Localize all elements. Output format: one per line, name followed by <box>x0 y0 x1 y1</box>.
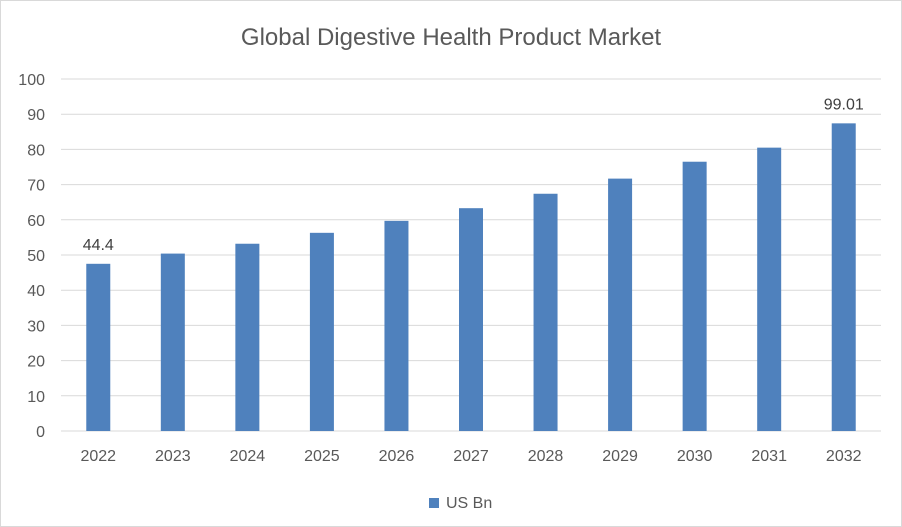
legend: US Bn <box>429 495 492 512</box>
y-tick-label: 80 <box>27 142 45 159</box>
bar-2025 <box>309 232 334 431</box>
x-tick-label-2031: 2031 <box>751 448 787 465</box>
y-tick-label: 20 <box>27 354 45 371</box>
chart-title: Global Digestive Health Product Market <box>241 24 662 51</box>
legend-label-us-bn: US Bn <box>446 495 492 512</box>
bar-2027 <box>459 208 483 431</box>
y-tick-label: 60 <box>27 213 45 230</box>
y-tick-label: 70 <box>27 178 45 195</box>
data-label-2022: 44.4 <box>83 237 114 254</box>
y-axis-tick-labels: 0 10 20 30 40 50 60 70 80 90 100 <box>18 72 45 441</box>
y-tick-label: 100 <box>18 72 45 89</box>
x-tick-label-2027: 2027 <box>453 448 489 465</box>
x-tick-label-2026: 2026 <box>379 448 415 465</box>
bar-2029 <box>608 178 633 431</box>
data-labels: 44.4 99.01 <box>83 96 864 253</box>
bar-2022 <box>86 263 111 431</box>
bar-2028 <box>533 193 558 431</box>
data-label-2032: 99.01 <box>824 96 864 113</box>
x-tick-label-2032: 2032 <box>826 448 862 465</box>
y-tick-label: 90 <box>27 107 45 124</box>
x-tick-label-2030: 2030 <box>677 448 713 465</box>
x-tick-label-2023: 2023 <box>155 448 191 465</box>
x-tick-label-2028: 2028 <box>528 448 564 465</box>
bar-2031 <box>757 147 782 431</box>
x-tick-label-2025: 2025 <box>304 448 340 465</box>
x-tick-label-2029: 2029 <box>602 448 638 465</box>
y-tick-label: 0 <box>36 424 45 441</box>
bar-2032 <box>831 123 856 432</box>
bar-2026 <box>384 220 409 431</box>
y-tick-label: 10 <box>27 389 45 406</box>
legend-swatch-us-bn <box>429 498 439 508</box>
bar-2023 <box>160 253 185 431</box>
bars <box>86 123 856 432</box>
x-axis-tick-labels: 2022 2023 2024 2025 2026 2027 2028 2029 2030 2031… <box>80 448 861 465</box>
y-tick-label: 40 <box>27 283 45 300</box>
y-tick-label: 30 <box>27 318 45 335</box>
x-tick-label-2024: 2024 <box>230 448 266 465</box>
y-tick-label: 50 <box>27 248 45 265</box>
x-tick-label-2022: 2022 <box>80 448 116 465</box>
bar-2024 <box>235 243 260 431</box>
bar-2030 <box>682 161 707 431</box>
